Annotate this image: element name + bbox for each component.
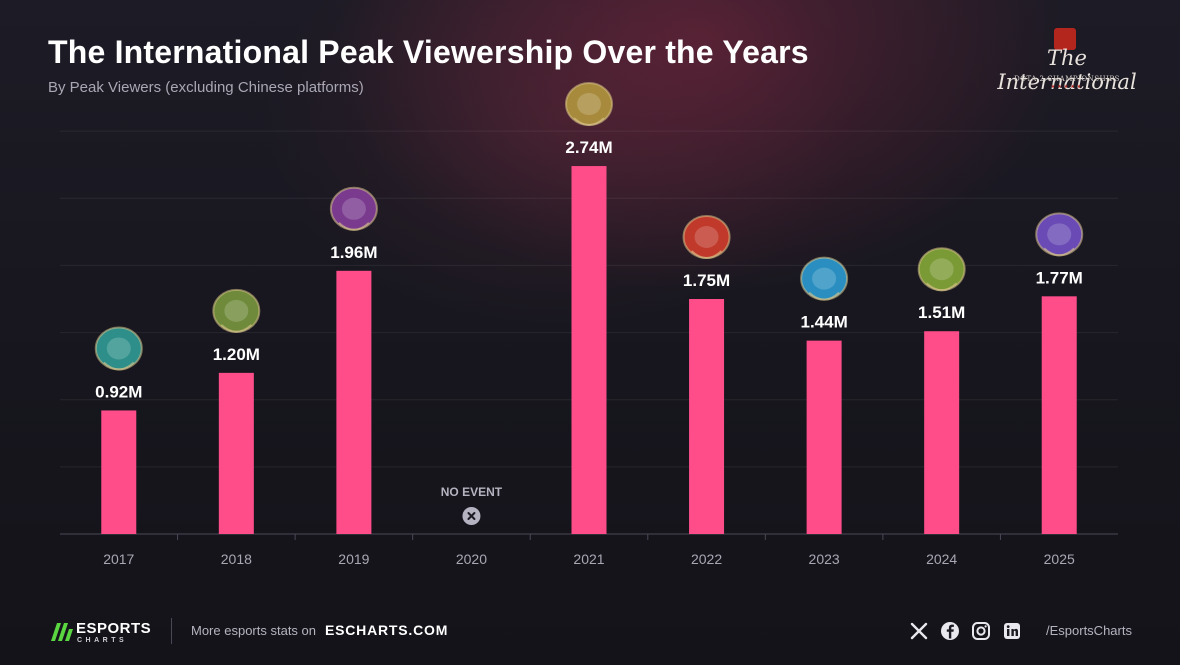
aegis-trophy-inner	[577, 93, 601, 116]
aegis-trophy-inner	[224, 299, 249, 322]
bar	[218, 372, 254, 534]
aegis-trophy-inner	[694, 226, 719, 248]
aegis-trophy-rim	[573, 117, 605, 127]
x-tick-label: 2018	[221, 551, 252, 567]
dota-logo-icon	[1054, 28, 1076, 50]
linkedin-icon[interactable]	[1001, 620, 1023, 642]
the-international-logo: The International DOTA 2 CHAMPIONSHIPS ★…	[992, 28, 1142, 94]
x-tick-label: 2019	[338, 551, 369, 567]
promo-text: More esports stats on	[191, 623, 316, 638]
footer-divider	[171, 618, 172, 644]
aegis-trophy-inner	[341, 197, 366, 220]
logo-script: The International	[997, 46, 1137, 94]
bar	[924, 331, 960, 534]
x-tick-label: 2022	[691, 551, 722, 567]
instagram-icon[interactable]	[970, 620, 992, 642]
no-event-label: NO EVENT	[441, 485, 503, 499]
bar	[806, 340, 842, 534]
data-label: 1.75M	[683, 271, 730, 290]
data-label: 1.44M	[800, 313, 847, 332]
aegis-trophy-rim	[690, 250, 723, 259]
logo-tagline: DOTA 2 CHAMPIONSHIPS	[1014, 75, 1120, 83]
aegis-trophy-rim	[1043, 247, 1075, 257]
x-tick-label: 2024	[926, 551, 957, 567]
bar	[689, 299, 725, 534]
aegis-trophy-rim	[338, 222, 370, 231]
x-tick-label: 2017	[103, 551, 134, 567]
bar	[1041, 296, 1077, 534]
logo-stars: ★★★★★	[1050, 84, 1084, 90]
data-label: 2.74M	[565, 138, 612, 157]
page-subtitle: By Peak Viewers (excluding Chinese platf…	[48, 79, 364, 96]
aegis-trophy-inner	[812, 267, 837, 290]
data-label: 1.77M	[1036, 268, 1083, 287]
data-label: 1.20M	[213, 345, 260, 364]
aegis-trophy-rim	[925, 282, 958, 292]
aegis-trophy-inner	[1047, 223, 1072, 246]
bar	[101, 410, 137, 534]
aegis-trophy-inner	[929, 258, 954, 281]
page-title: The International Peak Viewership Over t…	[48, 34, 809, 70]
esports-charts-logo[interactable]: ESPORTS CHARTS	[48, 617, 158, 647]
bar	[571, 166, 607, 535]
x-tick-label: 2025	[1044, 551, 1075, 567]
aegis-trophy-rim	[808, 291, 840, 301]
data-label: 1.51M	[918, 303, 965, 322]
data-label: 1.96M	[330, 243, 377, 262]
site-link[interactable]: ESCHARTS.COM	[325, 622, 449, 638]
esports-charts-mark-icon	[51, 623, 73, 641]
social-handle[interactable]: /EsportsCharts	[1046, 623, 1132, 638]
x-tick-label: 2023	[809, 551, 840, 567]
x-icon[interactable]	[908, 620, 930, 642]
x-tick-label: 2021	[573, 551, 604, 567]
data-label: 0.92M	[95, 382, 142, 401]
aegis-trophy-inner	[106, 337, 131, 360]
aegis-trophy-rim	[220, 324, 253, 333]
x-tick-label: 2020	[456, 551, 487, 567]
logo-sub: CHARTS	[77, 637, 128, 644]
bar-chart: 2017 0.92M 2018 1.20M 2019 1.96M 2020 NO EVENT 2…	[60, 82, 1118, 567]
logo-word: ESPORTS	[76, 620, 152, 637]
no-event-x-icon	[467, 512, 476, 520]
aegis-trophy-rim	[103, 361, 135, 371]
facebook-icon[interactable]	[939, 620, 961, 642]
bar	[336, 270, 372, 534]
